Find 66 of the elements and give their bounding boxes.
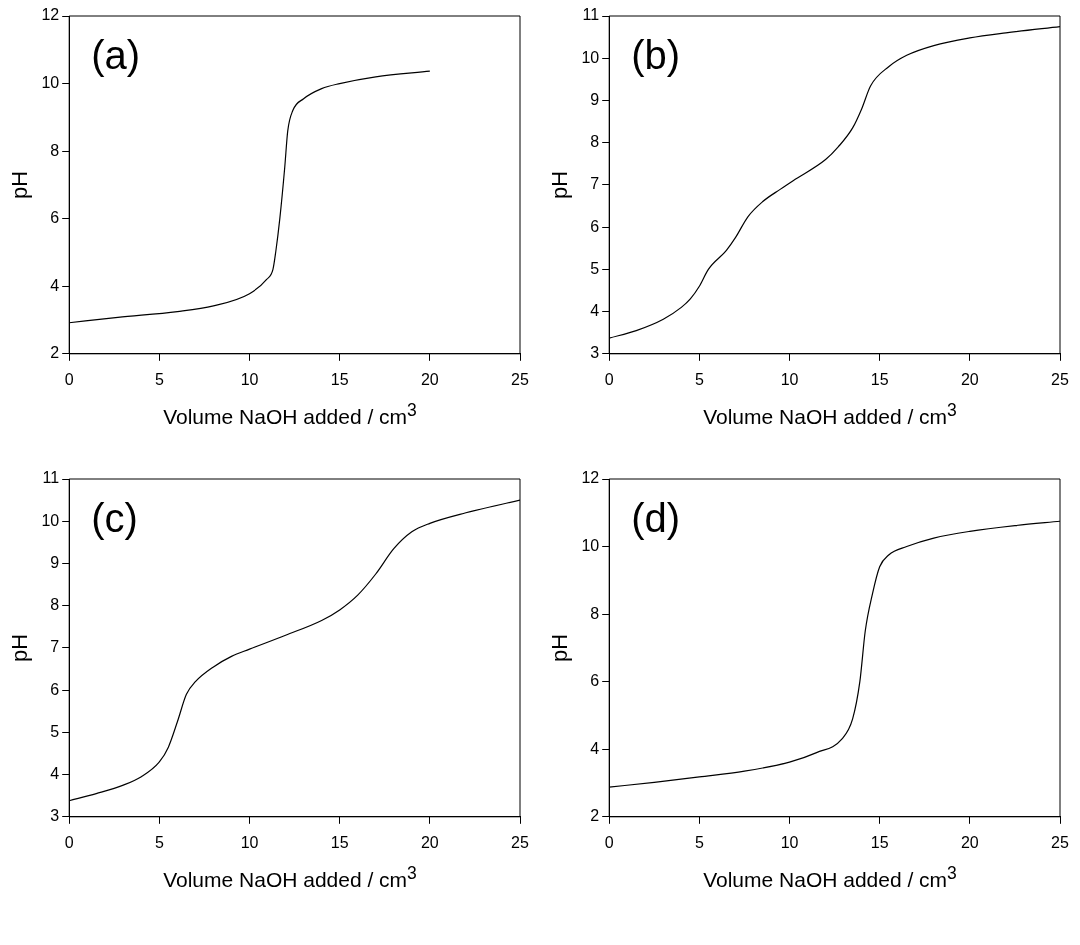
y-tick-label: 10: [581, 536, 600, 554]
x-tick-label: 20: [420, 370, 439, 388]
y-tick-label: 12: [41, 6, 60, 24]
x-tick-label: 20: [960, 833, 979, 851]
y-tick-label: 5: [590, 259, 600, 277]
y-tick-label: 11: [582, 6, 600, 24]
x-tick-label: 15: [330, 833, 349, 851]
annotation: (c): [91, 496, 138, 541]
y-axis-title: pH: [547, 633, 573, 662]
y-tick-label: 6: [590, 672, 600, 690]
y-tick-label: 4: [590, 739, 600, 757]
y-tick-label: 3: [50, 807, 60, 825]
y-tick-label: 5: [50, 722, 60, 740]
y-tick-label: 8: [590, 133, 600, 151]
x-tick-label: 10: [240, 833, 259, 851]
y-tick-label: 12: [581, 469, 600, 487]
y-tick-label: 4: [50, 276, 60, 294]
y-tick-label: 11: [42, 469, 60, 487]
annotation: (d): [631, 496, 681, 541]
y-tick-label: 3: [590, 344, 600, 362]
x-tick-label: 20: [420, 833, 439, 851]
x-tick-label: 5: [694, 370, 704, 388]
x-tick-label: 0: [64, 370, 74, 388]
y-tick-label: 6: [590, 217, 600, 235]
y-tick-label: 4: [50, 764, 60, 782]
x-axis-title: Volume NaOH added / cm$^{3}$: [702, 400, 958, 429]
x-axis-title: Volume NaOH added / cm$^{3}$: [162, 863, 418, 892]
y-tick-label: 10: [581, 48, 600, 66]
y-tick-label: 9: [50, 553, 60, 571]
y-tick-label: 8: [590, 604, 600, 622]
x-tick-label: 10: [780, 833, 799, 851]
x-tick-label: 0: [604, 833, 614, 851]
x-tick-label: 25: [511, 833, 529, 851]
x-tick-label: 25: [1051, 370, 1069, 388]
x-tick-label: 0: [64, 833, 74, 851]
x-tick-label: 10: [240, 370, 259, 388]
x-tick-label: 5: [154, 833, 164, 851]
y-tick-label: 9: [590, 90, 600, 108]
y-tick-label: 4: [590, 301, 600, 319]
x-axis-title: Volume NaOH added / cm$^{3}$: [702, 863, 958, 892]
y-axis-title: pH: [7, 170, 33, 199]
x-tick-label: 25: [511, 370, 529, 388]
x-tick-label: 20: [960, 370, 979, 388]
y-tick-label: 6: [50, 209, 60, 227]
x-tick-label: 25: [1051, 833, 1069, 851]
y-tick-label: 2: [590, 807, 600, 825]
x-axis-title: Volume NaOH added / cm$^{3}$: [162, 400, 418, 429]
x-tick-label: 0: [604, 370, 614, 388]
y-tick-label: 10: [41, 511, 60, 529]
y-tick-label: 8: [50, 141, 60, 159]
y-tick-label: 6: [50, 680, 60, 698]
x-tick-label: 15: [330, 370, 349, 388]
y-axis-title: pH: [547, 170, 573, 199]
x-tick-label: 15: [870, 370, 889, 388]
y-tick-label: 2: [50, 344, 60, 362]
x-tick-label: 10: [780, 370, 799, 388]
y-tick-label: 7: [590, 175, 600, 193]
y-axis-title: pH: [7, 633, 33, 662]
x-tick-label: 5: [154, 370, 164, 388]
annotation: (b): [631, 33, 681, 78]
x-tick-label: 5: [694, 833, 704, 851]
y-tick-label: 10: [41, 73, 60, 91]
x-tick-label: 15: [870, 833, 889, 851]
y-tick-label: 8: [50, 596, 60, 614]
annotation: (a): [91, 33, 141, 78]
y-tick-label: 7: [50, 638, 60, 656]
